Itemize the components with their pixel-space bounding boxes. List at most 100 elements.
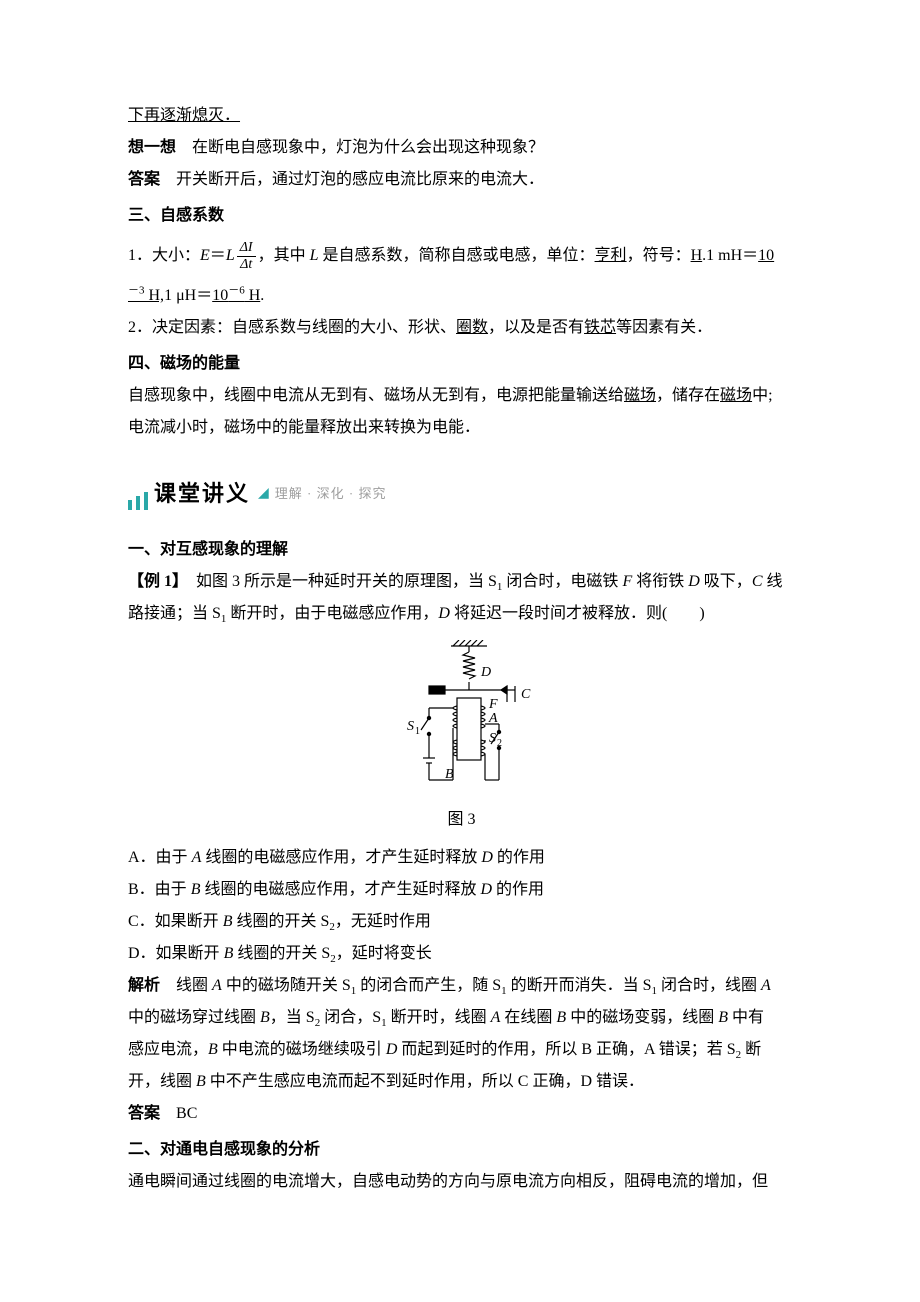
f-L2: L [310,247,319,264]
an-A2: A [761,977,771,994]
u-10b-wrap: 10－6 H [212,287,260,304]
cC-mid: 线圈的开关 S [232,913,329,930]
triangle-icon: ◢ [258,480,269,508]
banner-title: 课堂讲义 [154,472,250,516]
p4a-pre: 自感现象中，线圈中电流从无到有、磁场从无到有，电源把能量输送给 [128,387,624,404]
think-label: 想一想 [128,139,176,156]
svg-text:D: D [480,665,491,680]
f-E: E [200,247,210,264]
an-A1: A [212,977,222,994]
sym-D2: D [438,605,450,622]
cD-sym: B [224,945,234,962]
ans2-body: BC [160,1105,197,1122]
u-10: 10 [758,247,774,264]
ex1-2a: 路接通；当 S [128,605,221,622]
underline-text: 下再逐渐熄灭． [128,107,240,124]
p4a: 自感现象中，线圈中电流从无到有、磁场从无到有，电源把能量输送给磁场，储存在磁场中… [128,380,795,412]
an-B4: B [208,1041,218,1058]
think-body: 在断电自感现象中，灯泡为什么会出现这种现象？ [176,139,544,156]
p4b: 电流减小时，磁场中的能量释放出来转换为电能． [128,412,795,444]
example-1-line1: 【例 1】 如图 3 所示是一种延时开关的原理图，当 S1 闭合时，电磁铁 F … [128,566,795,598]
ex1-1b: 闭合时，电磁铁 [502,573,622,590]
ex1-2b: 断开时，由于电磁感应作用， [226,605,438,622]
answer-block-1: 答案 开关断开后，通过灯泡的感应电流比原来的电流大． [128,164,795,196]
pB: 通电瞬间通过线圈的电流增大，自感电动势的方向与原电流方向相反，阻碍电流的增加，但 [128,1166,795,1198]
f-a4: .1 mH＝ [702,247,758,264]
cB-D: D [480,881,492,898]
svg-text:S: S [407,719,414,734]
ans2-label: 答案 [128,1105,160,1122]
ex1-1c: 将衔铁 [632,573,688,590]
an-t5: 闭合时，线圈 [657,977,761,994]
svg-text:2: 2 [497,738,502,749]
sym-F: F [622,573,632,590]
an-t14: 中电流的磁场继续吸引 [218,1041,386,1058]
p2-u2: 铁芯 [584,319,616,336]
an-t9: 断开时，线圈 [387,1009,491,1026]
an-t3: 的闭合而产生，随 S [356,977,501,994]
an-t16: 断 [741,1041,761,1058]
an-t1: 线圈 [160,977,212,994]
analysis-l3: 感应电流，B 中电流的磁场继续吸引 D 而起到延时的作用，所以 B 正确，A 错… [128,1034,795,1066]
an-B2: B [556,1009,566,1026]
p4a-u1: 磁场 [624,387,656,404]
cD-mid: 线圈的开关 S [233,945,330,962]
an-t8: 闭合，S [320,1009,381,1026]
u-H: H [691,247,703,264]
ex1-1a: 如图 3 所示是一种延时开关的原理图，当 S [180,573,497,590]
svg-text:B: B [445,767,454,782]
svg-text:1: 1 [415,726,420,737]
an-t4: 的断开而消失．当 S [507,977,652,994]
answer-label: 答案 [128,171,160,188]
p4a-tail: 中; [752,387,772,404]
an-t17: 开，线圈 [128,1073,196,1090]
cA-mid: 线圈的电磁感应作用，才产生延时释放 [201,849,481,866]
an-t11: 中的磁场变弱，线圈 [566,1009,718,1026]
analysis-l4: 开，线圈 B 中不产生感应电流而起不到延时作用，所以 C 正确，D 错误． [128,1066,795,1098]
an-D1: D [386,1041,398,1058]
u-henry: 亨利 [595,247,627,264]
cB-tail: 的作用 [492,881,544,898]
f-a1: ，其中 [258,247,310,264]
choice-C: C．如果断开 B 线圈的开关 S2，无延时作用 [128,906,795,938]
ex1-label: 【例 1】 [128,573,180,590]
banner-sub: 理解 · 深化 · 探究 [275,481,387,507]
cA-sym: A [192,849,202,866]
an-A3: A [491,1009,501,1026]
svg-text:S: S [489,731,496,746]
an-t15: 而起到延时的作用，所以 B 正确，A 错误；若 S [397,1041,735,1058]
formula-line-1: 1．大小：E＝LΔIΔt，其中 L 是自感系数，简称自感或电感，单位：亨利，符号… [128,240,795,272]
continuation-line: 下再逐渐熄灭． [128,100,795,132]
f-a3: ，符号： [627,247,691,264]
u-H2: H, [145,287,165,304]
formula-line-2: －3 H,1 μH＝10－6 H. [128,280,795,312]
cB-sym: B [191,881,201,898]
section-banner: 课堂讲义 ◢ 理解 · 深化 · 探究 [128,472,795,516]
an-t6: 中的磁场穿过线圈 [128,1009,260,1026]
svg-text:F: F [488,697,498,712]
sym-C: C [752,573,763,590]
choice-B: B．由于 B 线圈的电磁感应作用，才产生延时释放 D 的作用 [128,874,795,906]
svg-text:A: A [488,711,498,726]
u-10b: 10 [212,287,228,304]
an-t7: ，当 S [270,1009,315,1026]
an-t12: 中有 [728,1009,764,1026]
cA-pre: A．由于 [128,849,192,866]
u-H3: H [245,287,261,304]
p2-tail: 等因素有关． [616,319,712,336]
f-a2: 是自感系数，简称自感或电感，单位： [319,247,595,264]
analysis-l1: 解析 线圈 A 中的磁场随开关 S1 的闭合而产生，随 S1 的断开而消失．当 … [128,970,795,1002]
an-t13: 感应电流， [128,1041,208,1058]
heading-B: 二、对通电自感现象的分析 [128,1134,795,1166]
heading-4: 四、磁场的能量 [128,348,795,380]
an-B3: B [718,1009,728,1026]
f-tail: . [260,287,264,304]
heading-3: 三、自感系数 [128,200,795,232]
cA-tail: 的作用 [493,849,545,866]
figure-3: D F C S1 A S2 B [128,640,795,800]
f-L: L [226,247,235,264]
sup-3: －3 [128,285,145,297]
example-1-line2: 路接通；当 S1 断开时，由于电磁感应作用，D 将延迟一段时间才被释放．则( ) [128,598,795,630]
fraction: ΔIΔt [237,241,256,272]
analysis-l2: 中的磁场穿过线圈 B，当 S2 闭合，S1 断开时，线圈 A 在线圈 B 中的磁… [128,1002,795,1034]
